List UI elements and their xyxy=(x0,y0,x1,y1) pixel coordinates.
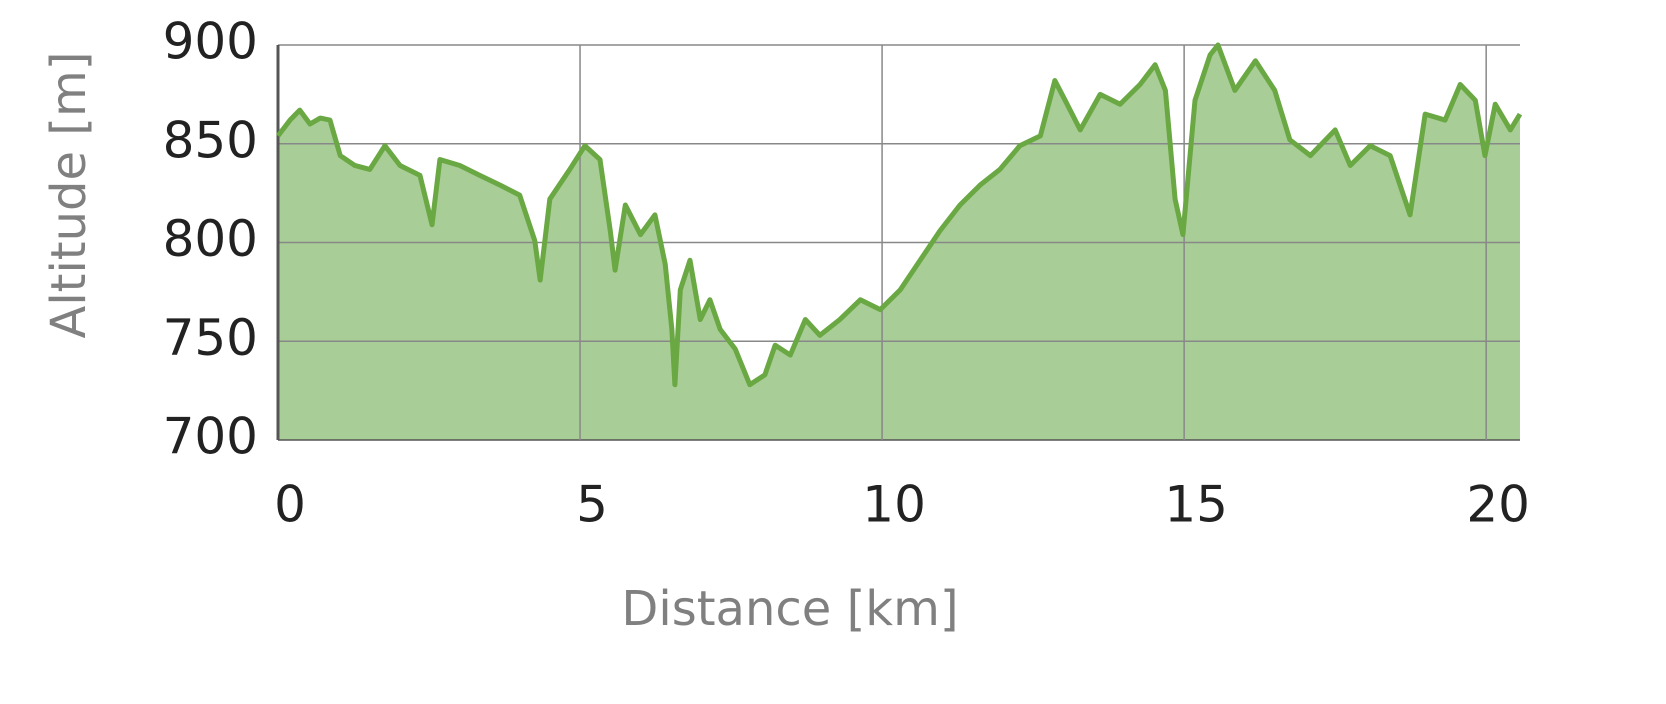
x-tick-label: 5 xyxy=(576,476,608,534)
y-tick-label: 850 xyxy=(163,111,258,169)
x-tick-label: 15 xyxy=(1164,476,1228,534)
y-tick-label: 900 xyxy=(163,13,258,71)
x-tick-label: 10 xyxy=(862,476,926,534)
x-tick-label: 20 xyxy=(1466,476,1530,534)
y-tick-label: 800 xyxy=(163,210,258,268)
y-axis-title: Altitude [m] xyxy=(41,51,97,338)
elevation-line xyxy=(276,42,1523,388)
x-tick-label: 0 xyxy=(274,476,306,534)
x-axis-title: Distance [km] xyxy=(621,581,958,637)
y-tick-label: 700 xyxy=(163,408,258,466)
y-tick-label: 750 xyxy=(163,309,258,367)
